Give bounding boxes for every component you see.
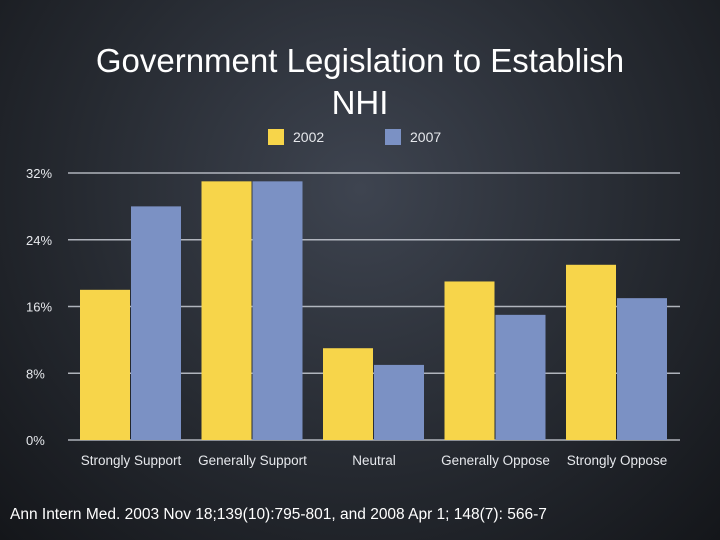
bar-2007-3 [495,314,546,440]
bar-2002-3 [444,281,495,440]
chart-title-line2: NHI [331,84,389,121]
category-label: Strongly Support [81,453,182,468]
legend-label-2002: 2002 [293,129,324,145]
bar-2007-4 [617,298,667,440]
bar-2007-0 [131,206,181,440]
category-label: Strongly Oppose [567,453,668,468]
bars [80,181,667,440]
citation: Ann Intern Med. 2003 Nov 18;139(10):795-… [10,506,547,523]
y-tick-label: 16% [26,300,52,315]
bar-2007-1 [252,181,303,440]
bar-2002-4 [566,264,616,440]
category-labels: Strongly Support Generally Support Neutral… [81,453,668,468]
chart-title-line1: Government Legislation to Establish [95,42,625,79]
category-label: Generally Support [198,453,307,468]
category-label: Neutral [352,453,396,468]
bar-2007-2 [374,364,424,440]
legend: 2002 2007 [268,129,441,145]
y-tick-label: 0% [26,433,45,448]
bar-2002-2 [323,348,373,440]
chart-title: Government Legislation to Establish NHI [40,40,680,124]
category-label: Generally Oppose [441,453,550,468]
bar-2002-1 [201,181,252,440]
legend-swatch-2007 [385,129,401,145]
legend-label-2007: 2007 [410,129,441,145]
legend-swatch-2002 [268,129,284,145]
y-tick-label: 24% [26,233,52,248]
y-tick-label: 8% [26,366,45,381]
bar-2002-0 [80,289,130,440]
y-tick-label: 32% [26,166,52,181]
